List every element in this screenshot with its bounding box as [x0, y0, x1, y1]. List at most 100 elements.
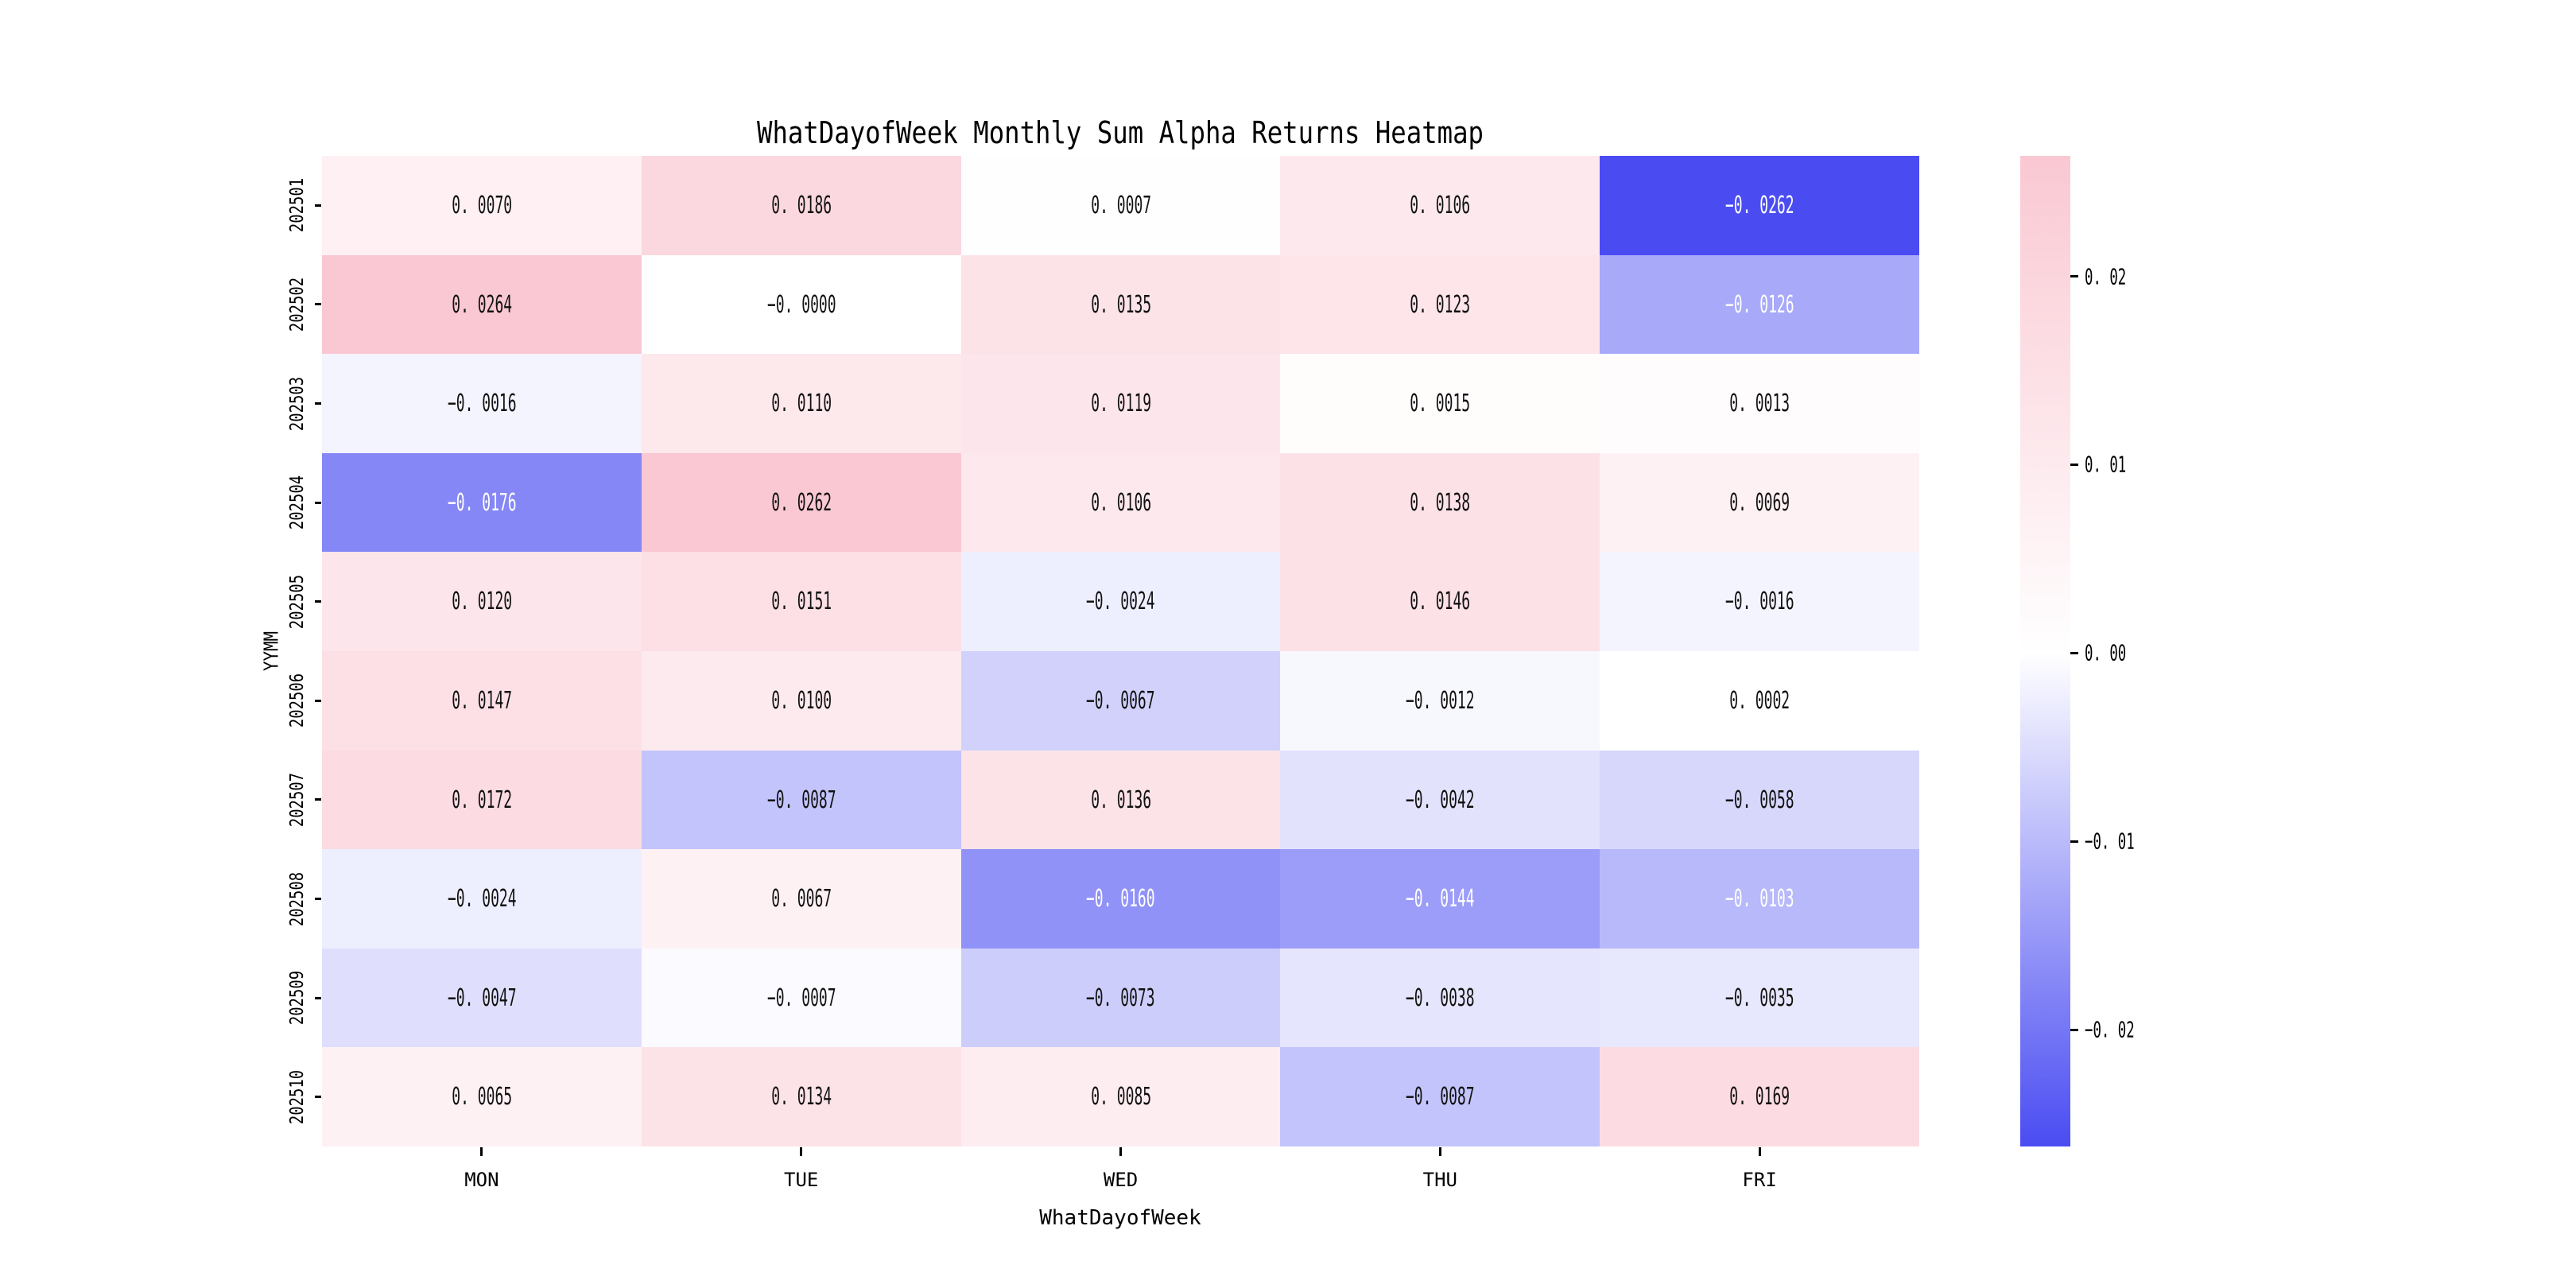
heatmap-cell: 0. 0085: [960, 1047, 1281, 1147]
heatmap-cell: −0. 0262: [1600, 156, 1920, 256]
x-tick-mark: [1119, 1147, 1122, 1156]
y-tick-mark: [315, 402, 321, 405]
heatmap-cell: 0. 0106: [1280, 156, 1600, 256]
heatmap-cell: −0. 0067: [960, 651, 1281, 751]
heatmap-cell: 0. 0065: [322, 1047, 642, 1147]
y-tick-label: 202509: [287, 971, 308, 1026]
cell-value: −0. 0016: [1724, 588, 1794, 616]
y-tick-label: 202501: [287, 178, 308, 233]
cell-value: −0. 0144: [1406, 885, 1475, 914]
cell-value: 0. 0119: [1090, 390, 1151, 418]
cell-value: −0. 0103: [1724, 885, 1794, 914]
y-tick-label: 202506: [287, 673, 308, 728]
cell-value: 0. 0100: [771, 687, 832, 716]
cell-value: 0. 0135: [1090, 290, 1151, 319]
cell-value: 0. 0172: [452, 786, 513, 814]
cell-value: −0. 0016: [447, 390, 517, 418]
colorbar-tick-label: 0. 01: [2085, 451, 2127, 478]
cell-value: 0. 0110: [771, 390, 832, 418]
heatmap-cell: −0. 0000: [641, 254, 962, 355]
cell-value: −0. 0007: [766, 983, 836, 1012]
cell-value: −0. 0160: [1086, 885, 1156, 914]
heatmap-cell: 0. 0135: [960, 254, 1281, 355]
heatmap-cell: 0. 0147: [322, 651, 642, 751]
heatmap-cell: −0. 0073: [960, 948, 1281, 1048]
cell-value: −0. 0038: [1406, 983, 1475, 1012]
heatmap-cell: 0. 0119: [960, 354, 1281, 454]
cell-value: 0. 0123: [1410, 290, 1471, 319]
heatmap-cell: −0. 0047: [322, 948, 642, 1048]
x-tick-label: TUE: [784, 1169, 819, 1191]
x-tick-label: FRI: [1742, 1169, 1777, 1191]
cell-value: 0. 0007: [1090, 192, 1151, 220]
heatmap-cell: 0. 0264: [322, 254, 642, 355]
heatmap-cell: 0. 0262: [641, 452, 962, 553]
y-tick-mark: [315, 600, 321, 603]
cell-value: 0. 0106: [1090, 488, 1151, 517]
y-tick-label: 202510: [287, 1069, 308, 1124]
x-tick-mark: [800, 1147, 803, 1156]
cell-value: −0. 0000: [766, 290, 836, 319]
cell-value: −0. 0176: [447, 488, 517, 517]
y-axis-label: YYMM: [259, 631, 283, 671]
colorbar-tick-mark: [2070, 463, 2078, 466]
x-tick-label: WED: [1103, 1169, 1139, 1191]
cell-value: 0. 0069: [1729, 488, 1790, 517]
heatmap-cell: 0. 0013: [1600, 354, 1920, 454]
y-tick-label: 202502: [287, 277, 308, 332]
y-tick-mark: [315, 699, 321, 702]
x-tick-label: THU: [1422, 1169, 1457, 1191]
cell-value: 0. 0186: [771, 192, 832, 220]
heatmap-cell: −0. 0035: [1600, 948, 1920, 1048]
heatmap-cell: 0. 0070: [322, 156, 642, 256]
heatmap-cell: 0. 0123: [1280, 254, 1600, 355]
colorbar-tick-mark: [2070, 275, 2078, 278]
heatmap-cell: 0. 0151: [641, 552, 962, 652]
heatmap-cell: 0. 0186: [641, 156, 962, 256]
heatmap-cell: −0. 0016: [1600, 552, 1920, 652]
cell-value: 0. 0067: [771, 885, 832, 914]
colorbar-tick-mark: [2070, 1028, 2078, 1031]
heatmap-cell: 0. 0138: [1280, 452, 1600, 553]
heatmap-cell: 0. 0069: [1600, 452, 1920, 553]
heatmap-cell: −0. 0160: [960, 849, 1281, 949]
cell-value: −0. 0073: [1086, 983, 1156, 1012]
cell-value: 0. 0120: [452, 588, 513, 616]
heatmap-cell: 0. 0169: [1600, 1047, 1920, 1147]
y-tick-label: 202508: [287, 871, 308, 926]
y-tick-mark: [315, 204, 321, 207]
cell-value: 0. 0013: [1729, 390, 1790, 418]
heatmap-cell: −0. 0087: [641, 750, 962, 850]
y-tick-label: 202504: [287, 475, 308, 530]
cell-value: 0. 0147: [452, 687, 513, 716]
cell-value: −0. 0047: [447, 983, 517, 1012]
cell-value: 0. 0002: [1729, 687, 1790, 716]
heatmap-cell: −0. 0007: [641, 948, 962, 1048]
heatmap-cell: 0. 0172: [322, 750, 642, 850]
heatmap-cell: −0. 0012: [1280, 651, 1600, 751]
cell-value: 0. 0015: [1410, 390, 1471, 418]
x-tick-mark: [1758, 1147, 1761, 1156]
heatmap-cell: 0. 0136: [960, 750, 1281, 850]
colorbar-tick-label: 0. 00: [2085, 639, 2127, 666]
colorbar-tick-mark: [2070, 840, 2078, 843]
y-tick-mark: [315, 1096, 321, 1099]
cell-value: 0. 0169: [1729, 1083, 1790, 1111]
heatmap-cell: 0. 0015: [1280, 354, 1600, 454]
colorbar: [2020, 156, 2070, 1146]
y-tick-mark: [315, 898, 321, 900]
x-tick-label: MON: [464, 1169, 499, 1191]
colorbar-tick-label: −0. 02: [2085, 1016, 2135, 1043]
chart-title: WhatDayofWeek Monthly Sum Alpha Returns …: [757, 115, 1484, 150]
cell-value: 0. 0106: [1410, 192, 1471, 220]
cell-value: −0. 0058: [1724, 786, 1794, 814]
heatmap-cell: −0. 0103: [1600, 849, 1920, 949]
heatmap-cell: −0. 0126: [1600, 254, 1920, 355]
cell-value: −0. 0262: [1724, 192, 1794, 220]
cell-value: 0. 0070: [452, 192, 513, 220]
heatmap-cell: 0. 0067: [641, 849, 962, 949]
y-tick-label: 202505: [287, 574, 308, 629]
x-tick-mark: [1438, 1147, 1441, 1156]
y-tick-mark: [315, 798, 321, 801]
